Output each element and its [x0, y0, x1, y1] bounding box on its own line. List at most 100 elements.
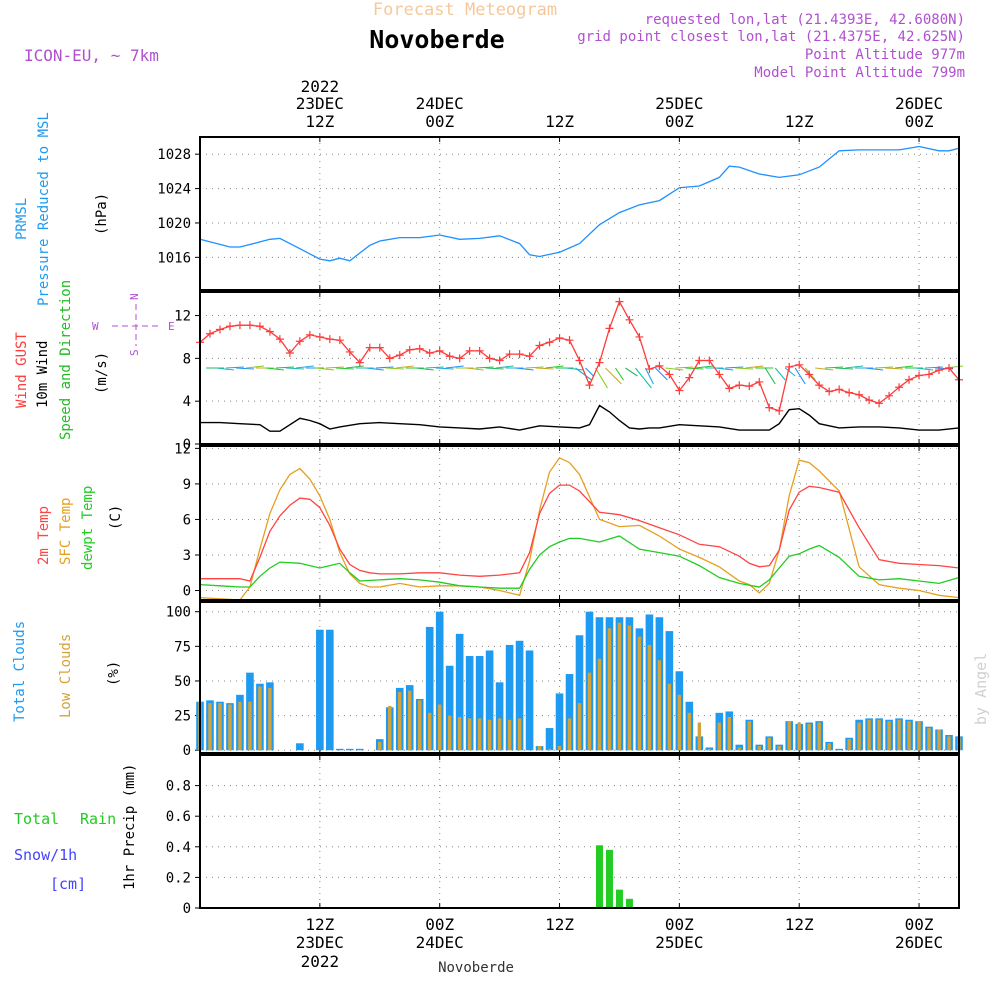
low-cloud-bar: [487, 719, 492, 751]
low-cloud-bar: [787, 721, 791, 751]
precip-ytick-label: 0.2: [166, 870, 191, 886]
low-cloud-bar: [238, 701, 242, 751]
wind-direction-arrow: [655, 367, 668, 381]
gust-marker: [445, 352, 454, 361]
wind-direction-arrow: [885, 367, 904, 370]
low-cloud-bar: [757, 746, 761, 751]
gust-marker: [465, 346, 474, 355]
temperature-plot: 0 3 6 9 12: [174, 441, 960, 601]
wind-unit: (m/s): [94, 352, 110, 394]
precip-plot: 0 0.2 0.4 0.6 0.8: [166, 754, 960, 917]
gust-marker: [475, 346, 484, 355]
point-altitude: Point Altitude 977m: [805, 47, 965, 63]
low-cloud-bar: [917, 721, 921, 751]
low-cloud-bar: [617, 622, 622, 751]
low-cloud-bar: [437, 704, 442, 751]
gust-marker: [705, 356, 714, 365]
gust-marker: [265, 327, 274, 336]
wind-direction-arrow: [665, 367, 684, 371]
total-cloud-bar: [555, 693, 564, 751]
gust-marker: [645, 365, 654, 374]
low-cloud-bar: [208, 703, 212, 751]
low-cloud-bar: [557, 746, 562, 751]
low-cloud-bar: [507, 719, 512, 751]
gust-marker: [435, 346, 444, 355]
wind-direction-arrow: [425, 366, 444, 369]
gust-marker: [875, 399, 884, 408]
gust-marker: [695, 356, 704, 365]
pressure-ytick-label: 1016: [157, 250, 191, 266]
gust-marker: [675, 386, 684, 395]
low-cloud-bar: [927, 728, 931, 751]
compass-w-label: W: [92, 320, 99, 333]
rain-bar: [615, 889, 623, 908]
snow-label: Snow/1h: [14, 846, 77, 864]
gust-marker: [525, 352, 534, 361]
clouds-plot: 0 25 50 75 100: [166, 601, 963, 759]
low-cloud-bar: [587, 672, 592, 751]
wind-direction-arrow: [215, 367, 235, 371]
low-cloud-bar: [218, 703, 222, 751]
clouds-ytick-label: 50: [174, 674, 191, 690]
gust-marker: [205, 329, 214, 338]
low-cloud-bar: [408, 690, 412, 751]
temp-frame: [199, 445, 960, 601]
low-cloud-bar: [627, 625, 632, 751]
total-cloud-bar: [525, 650, 534, 751]
wind-direction-arrow: [465, 367, 484, 371]
model-name: ICON-EU, ~ 7km: [24, 46, 159, 65]
total-cloud-bar: [515, 640, 524, 751]
gust-marker: [385, 354, 394, 363]
wind-direction-arrow: [675, 366, 694, 369]
wind-direction-arrow: [295, 365, 314, 369]
low-cloud-bar: [398, 692, 402, 751]
low-cloud-bar: [897, 719, 901, 751]
low-cloud-bar: [747, 721, 751, 751]
sfc-temp-line: [199, 456, 960, 601]
gust-marker: [915, 371, 924, 380]
total-cloud-bar: [545, 728, 554, 751]
low-cloud-bar: [537, 746, 542, 751]
wind-direction-arrow: [285, 367, 304, 370]
rain-bar: [595, 845, 603, 908]
low-cloud-bar: [847, 739, 851, 751]
low-cloud-bar: [547, 748, 552, 751]
wind-direction-arrow: [375, 366, 394, 369]
gust-marker: [945, 364, 954, 372]
gust-marker: [285, 349, 294, 358]
low-cloud-bar: [817, 722, 821, 751]
gust-marker: [665, 370, 674, 379]
compass-n-label: N: [128, 293, 141, 300]
gust-marker: [375, 343, 384, 352]
gust-marker: [845, 388, 854, 397]
gust-marker: [775, 406, 784, 415]
gust-marker: [235, 321, 244, 330]
low-cloud-bar: [687, 712, 692, 751]
bottom-hour-label: 12Z: [545, 915, 574, 934]
gust-marker: [655, 361, 664, 370]
wind-direction-arrow: [275, 366, 294, 369]
total-cloud-bar: [336, 748, 344, 751]
gust-marker: [835, 385, 844, 394]
pressure-panel: PRMSL Pressure Reduced to MSL (hPa) 1016…: [14, 112, 960, 306]
wind-direction-arrow: [625, 367, 638, 377]
gust-marker: [345, 347, 354, 356]
gust-marker: [615, 297, 624, 306]
low-cloud-bar: [767, 737, 771, 751]
bottom-date-label: 25DEC: [655, 933, 703, 952]
wind-direction-arrow: [725, 366, 744, 369]
clouds-ytick-label: 25: [174, 709, 191, 725]
gust-marker: [905, 375, 914, 384]
gust-marker: [785, 362, 794, 371]
gust-marker: [745, 382, 754, 391]
wind-direction-arrow: [345, 365, 364, 369]
gust-marker: [865, 396, 874, 405]
wind-direction-arrow: [614, 367, 624, 381]
low-cloud-bar: [907, 721, 911, 751]
wind-direction-arrow: [585, 367, 594, 377]
gust-marker: [825, 387, 834, 396]
pressure-frame: [199, 136, 960, 291]
gust-marker: [295, 337, 304, 346]
gust-marker: [765, 403, 774, 412]
